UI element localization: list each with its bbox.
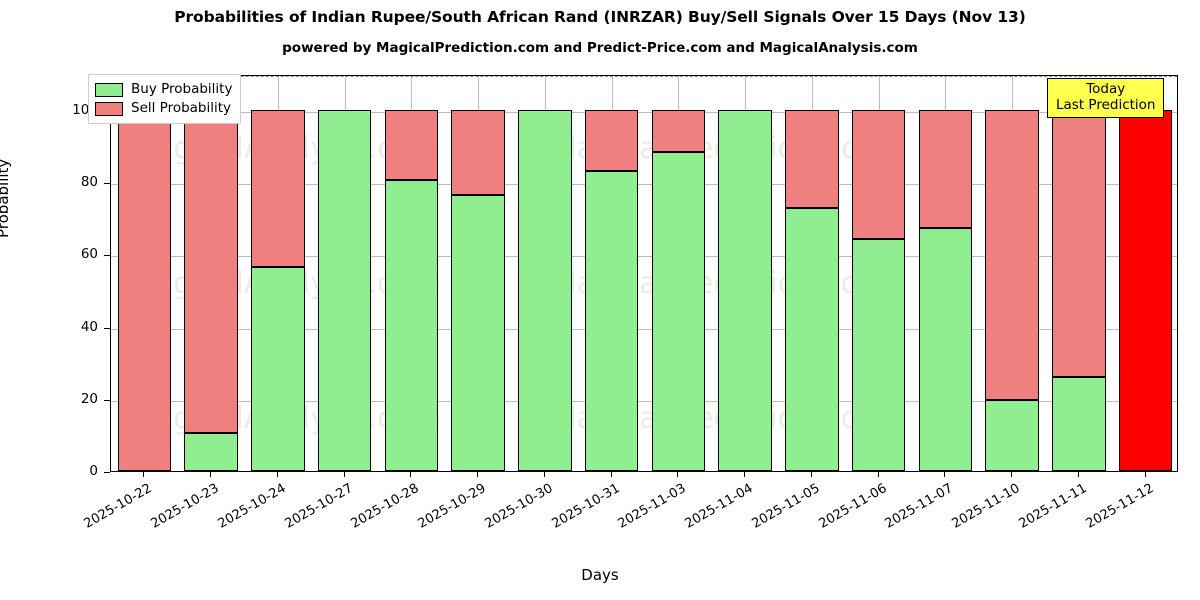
y-axis-label: Probability [0,158,12,238]
legend-item-buy: Buy Probability [95,80,232,99]
legend-swatch-sell [95,101,123,116]
bar-segment-buy[interactable] [518,110,572,471]
today-annotation-line2: Last Prediction [1056,96,1156,113]
bar-group[interactable] [451,76,505,471]
bar-group[interactable] [851,76,906,471]
x-tick-mark [1011,472,1013,477]
bar-segment-buy[interactable] [985,400,1039,471]
y-tick-label: 100 [72,102,98,119]
bar-group[interactable] [518,76,572,471]
bar-group[interactable] [251,76,305,471]
bar-segment-buy[interactable] [584,170,639,471]
bar-segment-buy[interactable] [184,433,238,471]
bar-segment-buy[interactable] [251,267,305,471]
y-tick-mark [104,327,110,329]
bar-group[interactable] [384,76,439,471]
bar-group[interactable] [918,76,973,471]
reference-line [111,76,1177,77]
bar-segment-buy[interactable] [651,152,706,471]
bar-segment-sell[interactable] [918,110,973,229]
x-tick-mark [477,472,479,477]
x-tick-mark [410,472,412,477]
gridline-horizontal [111,256,1177,258]
x-tick-mark [210,472,212,477]
legend-label-buy: Buy Probability [131,80,233,97]
plot-area: MagicalAnalysis.comMagicalAnalysis.comMa… [110,75,1178,472]
bar-segment-sell[interactable] [384,110,439,180]
bar-group[interactable] [1118,76,1173,471]
bar-segment-sell[interactable] [851,110,906,240]
x-tick-mark [143,472,145,477]
gridline-horizontal [111,328,1177,330]
x-tick-mark [1077,472,1079,477]
x-tick-mark [610,472,612,477]
y-tick-label: 0 [89,463,98,479]
bar-segment-buy[interactable] [851,239,906,471]
chart-legend: Buy Probability Sell Probability [88,74,242,124]
legend-swatch-buy [95,82,123,97]
plot-inner: MagicalAnalysis.comMagicalAnalysis.comMa… [111,76,1177,471]
y-tick-label: 80 [80,174,98,191]
x-tick-mark [343,472,345,477]
bar-segment-sell[interactable] [985,110,1039,401]
bar-segment-buy[interactable] [451,194,505,471]
bar-segment-sell[interactable] [117,110,172,471]
gridline-horizontal [111,184,1177,186]
bar-segment-sell[interactable] [451,110,505,195]
bar-group[interactable] [317,76,372,471]
bar-segment-today[interactable] [1118,110,1173,471]
legend-item-sell: Sell Probability [95,99,232,118]
bar-segment-buy[interactable] [918,228,973,471]
bar-segment-sell[interactable] [584,110,639,171]
gridline-horizontal [111,400,1177,402]
today-annotation: Today Last Prediction [1047,78,1165,119]
bar-group[interactable] [117,76,172,471]
chart-subtitle: powered by MagicalPrediction.com and Pre… [282,40,918,56]
today-annotation-line1: Today [1086,81,1126,97]
bar-group[interactable] [651,76,706,471]
bar-segment-sell[interactable] [651,110,706,153]
bar-segment-buy[interactable] [384,179,439,471]
legend-label-sell: Sell Probability [131,99,232,116]
y-tick-label: 60 [80,246,98,263]
bar-segment-buy[interactable] [718,110,772,471]
bar-segment-sell[interactable] [184,110,238,434]
bar-segment-sell[interactable] [785,110,839,209]
y-tick-mark [104,183,110,185]
y-tick-mark [104,399,110,401]
bar-group[interactable] [184,76,238,471]
y-tick-label: 20 [80,390,98,407]
chart-title: Probabilities of Indian Rupee/South Afri… [174,8,1026,26]
x-tick-mark [877,472,879,477]
bar-group[interactable] [1052,76,1106,471]
bar-segment-buy[interactable] [785,208,839,471]
bar-group[interactable] [718,76,772,471]
bar-segment-sell[interactable] [251,110,305,268]
x-tick-mark [276,472,278,477]
x-tick-mark [543,472,545,477]
y-tick-label: 40 [80,318,98,335]
bar-segment-buy[interactable] [317,110,372,471]
bar-segment-sell[interactable] [1052,110,1106,377]
y-tick-mark [104,472,110,473]
x-tick-mark [744,472,746,477]
x-tick-mark [944,472,946,477]
x-tick-mark [677,472,679,477]
x-tick-mark [810,472,812,477]
bar-group[interactable] [584,76,639,471]
y-tick-mark [104,255,110,257]
x-axis-label: Days [581,566,619,584]
gridline-horizontal [111,112,1177,114]
bar-group[interactable] [785,76,839,471]
bar-segment-buy[interactable] [1052,376,1106,471]
bar-group[interactable] [985,76,1039,471]
x-tick-mark [1144,472,1146,477]
